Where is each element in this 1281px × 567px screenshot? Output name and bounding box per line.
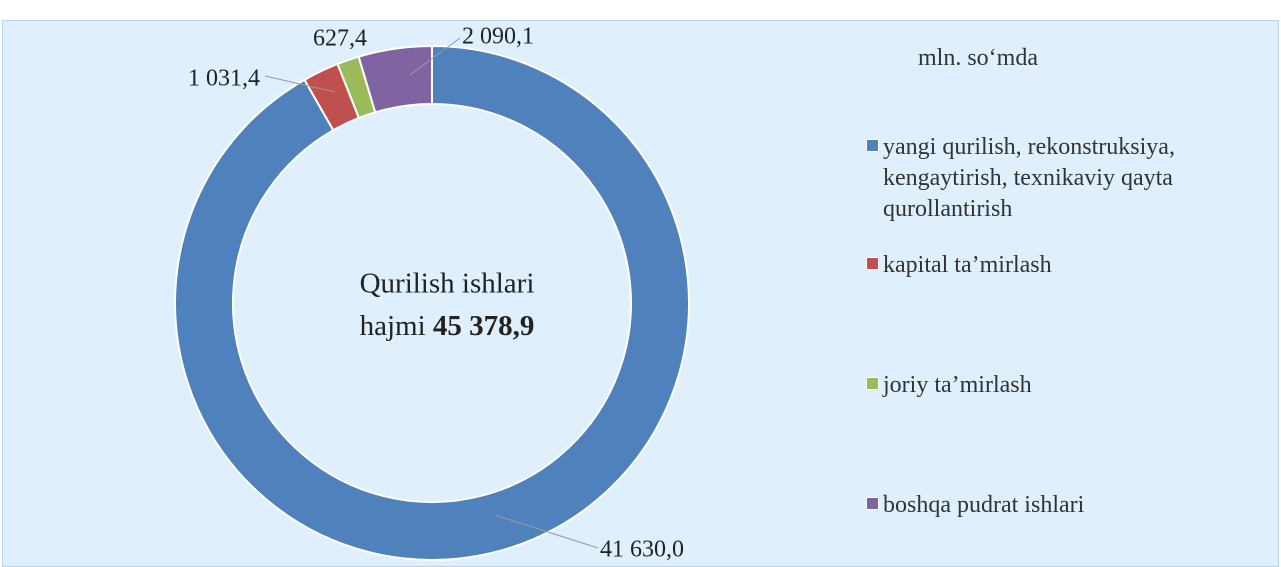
leader-line — [409, 37, 461, 76]
legend-label: boshqa pudrat ishlari — [883, 492, 1085, 518]
data-label: 41 630,0 — [600, 537, 684, 563]
donut-segment — [174, 44, 690, 561]
legend-swatch — [866, 139, 879, 152]
center-text: Qurilish ishlari — [360, 268, 535, 300]
data-label: 627,4 — [313, 26, 367, 52]
leader-line — [494, 514, 599, 549]
unit: mln. so‘mda — [918, 45, 1038, 71]
legend-swatch — [866, 377, 879, 390]
legend-item: kapital ta’mirlash — [866, 250, 1281, 281]
legend-swatch — [866, 497, 879, 510]
legend-label: yangi qurilish, rekonstruksiya, kengayti… — [883, 134, 1175, 222]
legend-item: yangi qurilish, rekonstruksiya, kengayti… — [866, 132, 1281, 225]
leader-line — [264, 75, 336, 93]
legend-label: joriy ta’mirlash — [883, 372, 1032, 398]
legend-swatch — [866, 257, 879, 270]
donut-segment — [357, 44, 433, 114]
data-label: 2 090,1 — [462, 24, 534, 50]
legend-label: kapital ta’mirlash — [883, 252, 1052, 278]
legend-item: boshqa pudrat ishlari — [866, 490, 1281, 521]
legend-item: joriy ta’mirlash — [866, 370, 1281, 401]
center-text: hajmi — [360, 310, 426, 342]
center-text: hajmi 45 378,9 — [360, 310, 535, 342]
total: 45 378,9 — [433, 310, 535, 342]
data-label: 1 031,4 — [188, 66, 260, 92]
